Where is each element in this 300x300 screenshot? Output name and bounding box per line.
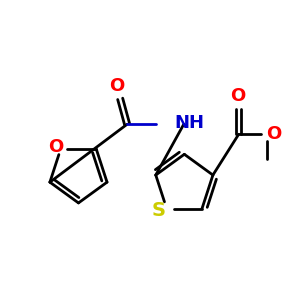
Text: O: O bbox=[110, 77, 125, 95]
Text: S: S bbox=[152, 201, 166, 220]
Text: O: O bbox=[266, 125, 281, 143]
Text: NH: NH bbox=[174, 114, 204, 132]
Text: O: O bbox=[48, 138, 63, 156]
Text: O: O bbox=[230, 88, 245, 106]
